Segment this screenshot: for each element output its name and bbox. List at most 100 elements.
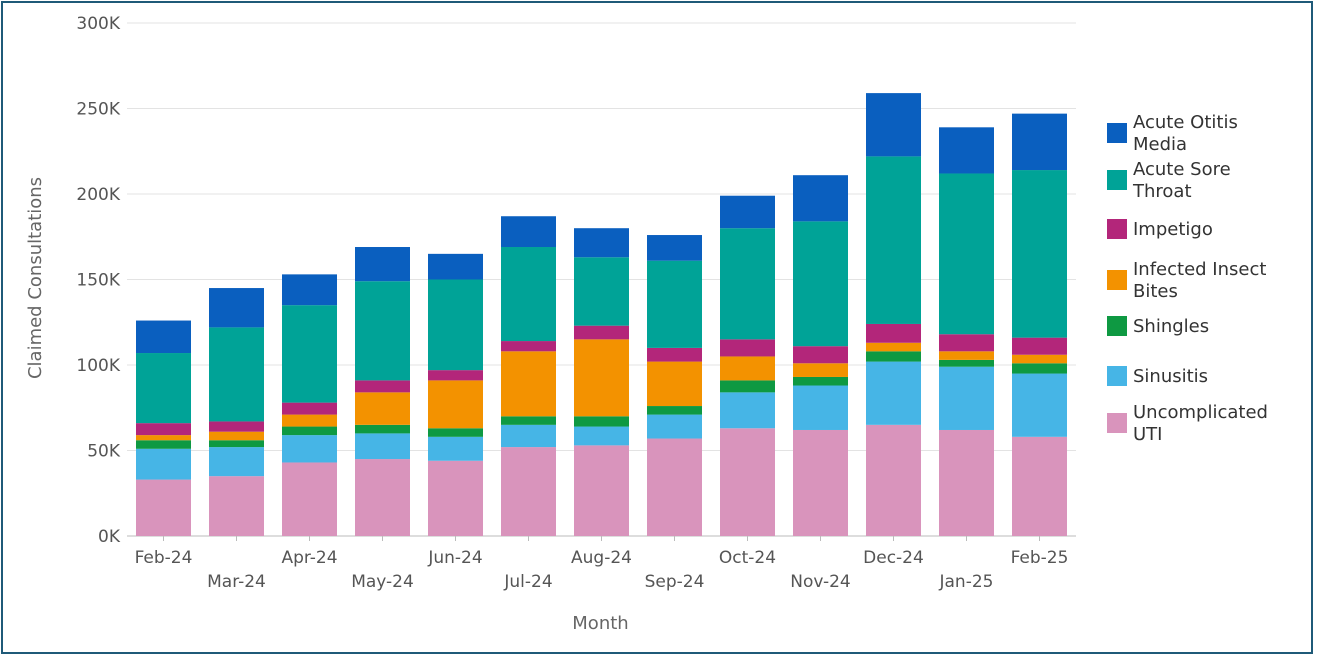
legend-swatch-infected-insect-bites[interactable] <box>1107 270 1127 290</box>
bar-segment-sinusitis[interactable] <box>793 385 848 430</box>
legend-label-acute-sore-throat[interactable]: Acute Sore Throat <box>1132 159 1231 202</box>
bar-segment-acute-sore-throat[interactable] <box>209 327 264 422</box>
bar-segment-infected-insect-bites[interactable] <box>574 339 629 417</box>
bar-segment-uncomplicated-uti[interactable] <box>939 429 994 536</box>
bar-segment-sinusitis[interactable] <box>720 392 775 429</box>
bar-segment-uncomplicated-uti[interactable] <box>793 429 848 536</box>
bar-segment-acute-otitis-media[interactable] <box>355 247 410 282</box>
bar-segment-infected-insect-bites[interactable] <box>647 361 702 407</box>
legend-swatch-acute-sore-throat[interactable] <box>1107 170 1127 190</box>
bar-segment-sinusitis[interactable] <box>355 433 410 460</box>
bar-segment-uncomplicated-uti[interactable] <box>209 476 264 536</box>
bar-segment-acute-otitis-media[interactable] <box>282 274 337 306</box>
legend-swatch-shingles[interactable] <box>1107 316 1127 336</box>
bar-segment-sinusitis[interactable] <box>501 424 556 448</box>
bar-segment-impetigo[interactable] <box>939 334 994 352</box>
bar-segment-infected-insect-bites[interactable] <box>282 414 337 427</box>
bar-segment-impetigo[interactable] <box>428 370 483 381</box>
bar-segment-uncomplicated-uti[interactable] <box>647 438 702 536</box>
bar-segment-uncomplicated-uti[interactable] <box>720 428 775 536</box>
bar-segment-uncomplicated-uti[interactable] <box>428 460 483 536</box>
bar-segment-acute-otitis-media[interactable] <box>209 288 264 328</box>
bar-segment-acute-otitis-media[interactable] <box>501 216 556 248</box>
bar-segment-acute-otitis-media[interactable] <box>428 253 483 280</box>
bar-segment-sinusitis[interactable] <box>574 426 629 446</box>
bar-segment-sinusitis[interactable] <box>428 436 483 461</box>
bar-segment-uncomplicated-uti[interactable] <box>1012 436 1067 536</box>
bar-segment-shingles[interactable] <box>939 359 994 367</box>
bar-segment-impetigo[interactable] <box>501 341 556 352</box>
bar-segment-impetigo[interactable] <box>282 402 337 415</box>
bar-segment-acute-sore-throat[interactable] <box>939 173 994 335</box>
bar-segment-impetigo[interactable] <box>355 380 410 393</box>
bar-segment-sinusitis[interactable] <box>136 448 191 480</box>
bar-segment-shingles[interactable] <box>136 440 191 449</box>
bar-segment-acute-otitis-media[interactable] <box>793 175 848 222</box>
bar-segment-acute-sore-throat[interactable] <box>866 156 921 324</box>
bar-segment-impetigo[interactable] <box>793 346 848 364</box>
bar-segment-infected-insect-bites[interactable] <box>793 363 848 377</box>
bar-segment-acute-sore-throat[interactable] <box>720 228 775 340</box>
bar-segment-acute-otitis-media[interactable] <box>866 93 921 157</box>
legend-label-impetigo[interactable]: Impetigo <box>1133 219 1213 240</box>
bar-segment-uncomplicated-uti[interactable] <box>136 479 191 536</box>
bar-segment-impetigo[interactable] <box>574 325 629 340</box>
bar-segment-impetigo[interactable] <box>866 323 921 343</box>
legend-label-sinusitis[interactable]: Sinusitis <box>1133 366 1208 387</box>
bar-segment-acute-sore-throat[interactable] <box>1012 170 1067 338</box>
bar-segment-impetigo[interactable] <box>720 339 775 357</box>
bar-segment-shingles[interactable] <box>282 426 337 436</box>
bar-segment-acute-sore-throat[interactable] <box>793 221 848 347</box>
bar-segment-acute-sore-throat[interactable] <box>282 305 337 403</box>
legend-swatch-uncomplicated-uti[interactable] <box>1107 413 1127 433</box>
bar-segment-acute-sore-throat[interactable] <box>428 279 483 371</box>
bar-segment-uncomplicated-uti[interactable] <box>501 447 556 536</box>
bar-segment-shingles[interactable] <box>428 428 483 437</box>
bar-segment-uncomplicated-uti[interactable] <box>574 445 629 536</box>
bar-segment-acute-sore-throat[interactable] <box>136 353 191 424</box>
bar-segment-infected-insect-bites[interactable] <box>866 342 921 352</box>
bar-segment-uncomplicated-uti[interactable] <box>282 462 337 536</box>
bar-segment-sinusitis[interactable] <box>1012 373 1067 437</box>
bar-segment-acute-otitis-media[interactable] <box>720 195 775 229</box>
bar-segment-shingles[interactable] <box>501 416 556 425</box>
bar-segment-acute-sore-throat[interactable] <box>355 281 410 381</box>
legend-label-shingles[interactable]: Shingles <box>1133 316 1209 337</box>
bar-segment-infected-insect-bites[interactable] <box>428 380 483 429</box>
bar-segment-infected-insect-bites[interactable] <box>1012 354 1067 364</box>
bar-segment-acute-otitis-media[interactable] <box>574 228 629 258</box>
bar-segment-infected-insect-bites[interactable] <box>720 356 775 381</box>
bar-segment-acute-otitis-media[interactable] <box>1012 113 1067 171</box>
bar-segment-shingles[interactable] <box>647 406 702 415</box>
legend-swatch-impetigo[interactable] <box>1107 219 1127 239</box>
bar-segment-acute-otitis-media[interactable] <box>136 320 191 354</box>
legend-label-uncomplicated-uti[interactable]: Uncomplicated UTI <box>1133 402 1268 445</box>
bar-segment-impetigo[interactable] <box>647 347 702 362</box>
bar-segment-infected-insect-bites[interactable] <box>355 392 410 425</box>
bar-segment-infected-insect-bites[interactable] <box>209 431 264 441</box>
bar-segment-sinusitis[interactable] <box>866 361 921 425</box>
bar-segment-impetigo[interactable] <box>209 421 264 432</box>
legend-label-acute-otitis-media[interactable]: Acute Otitis Media <box>1133 112 1238 155</box>
legend-label-infected-insect-bites[interactable]: Infected Insect Bites <box>1133 259 1266 302</box>
bar-segment-acute-sore-throat[interactable] <box>647 260 702 348</box>
bar-segment-acute-sore-throat[interactable] <box>501 247 556 342</box>
bar-segment-infected-insect-bites[interactable] <box>501 351 556 417</box>
bar-segment-sinusitis[interactable] <box>282 435 337 463</box>
bar-segment-acute-sore-throat[interactable] <box>574 257 629 326</box>
bar-segment-infected-insect-bites[interactable] <box>939 351 994 360</box>
bar-segment-sinusitis[interactable] <box>939 366 994 430</box>
bar-segment-acute-otitis-media[interactable] <box>647 235 702 261</box>
bar-segment-shingles[interactable] <box>1012 363 1067 374</box>
bar-segment-shingles[interactable] <box>866 351 921 362</box>
bar-segment-sinusitis[interactable] <box>209 447 264 477</box>
bar-segment-shingles[interactable] <box>355 424 410 434</box>
bar-segment-shingles[interactable] <box>793 376 848 386</box>
bar-segment-shingles[interactable] <box>720 380 775 393</box>
bar-segment-sinusitis[interactable] <box>647 414 702 439</box>
legend-swatch-acute-otitis-media[interactable] <box>1107 123 1127 143</box>
bar-segment-infected-insect-bites[interactable] <box>136 435 191 441</box>
bar-segment-shingles[interactable] <box>574 416 629 427</box>
bar-segment-uncomplicated-uti[interactable] <box>866 424 921 536</box>
legend-swatch-sinusitis[interactable] <box>1107 366 1127 386</box>
